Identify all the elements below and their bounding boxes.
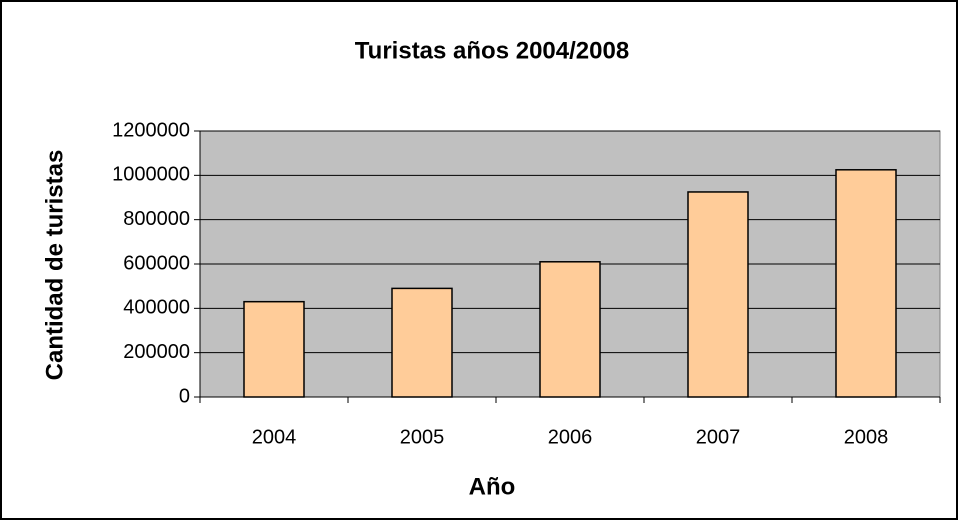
chart-title: Turistas años 2004/2008 (355, 37, 629, 64)
x-tick-label: 2005 (400, 426, 445, 448)
y-axis-label: Cantidad de turistas (41, 150, 68, 381)
y-tick-label: 600000 (123, 252, 190, 274)
x-tick-label: 2004 (252, 426, 297, 448)
y-tick-label: 800000 (123, 208, 190, 230)
bar (687, 191, 749, 398)
x-axis-label: Año (469, 473, 516, 500)
bar (835, 169, 897, 398)
bar (243, 300, 305, 398)
y-tick-label: 1200000 (112, 119, 190, 141)
bar (539, 261, 601, 398)
x-tick-label: 2008 (844, 426, 889, 448)
y-tick-label: 200000 (123, 341, 190, 363)
y-tick-label: 400000 (123, 297, 190, 319)
y-tick-label: 1000000 (112, 164, 190, 186)
x-tick-label: 2006 (548, 426, 593, 448)
y-tick-label: 0 (179, 385, 190, 407)
bar (391, 287, 453, 398)
x-tick-label: 2007 (696, 426, 741, 448)
